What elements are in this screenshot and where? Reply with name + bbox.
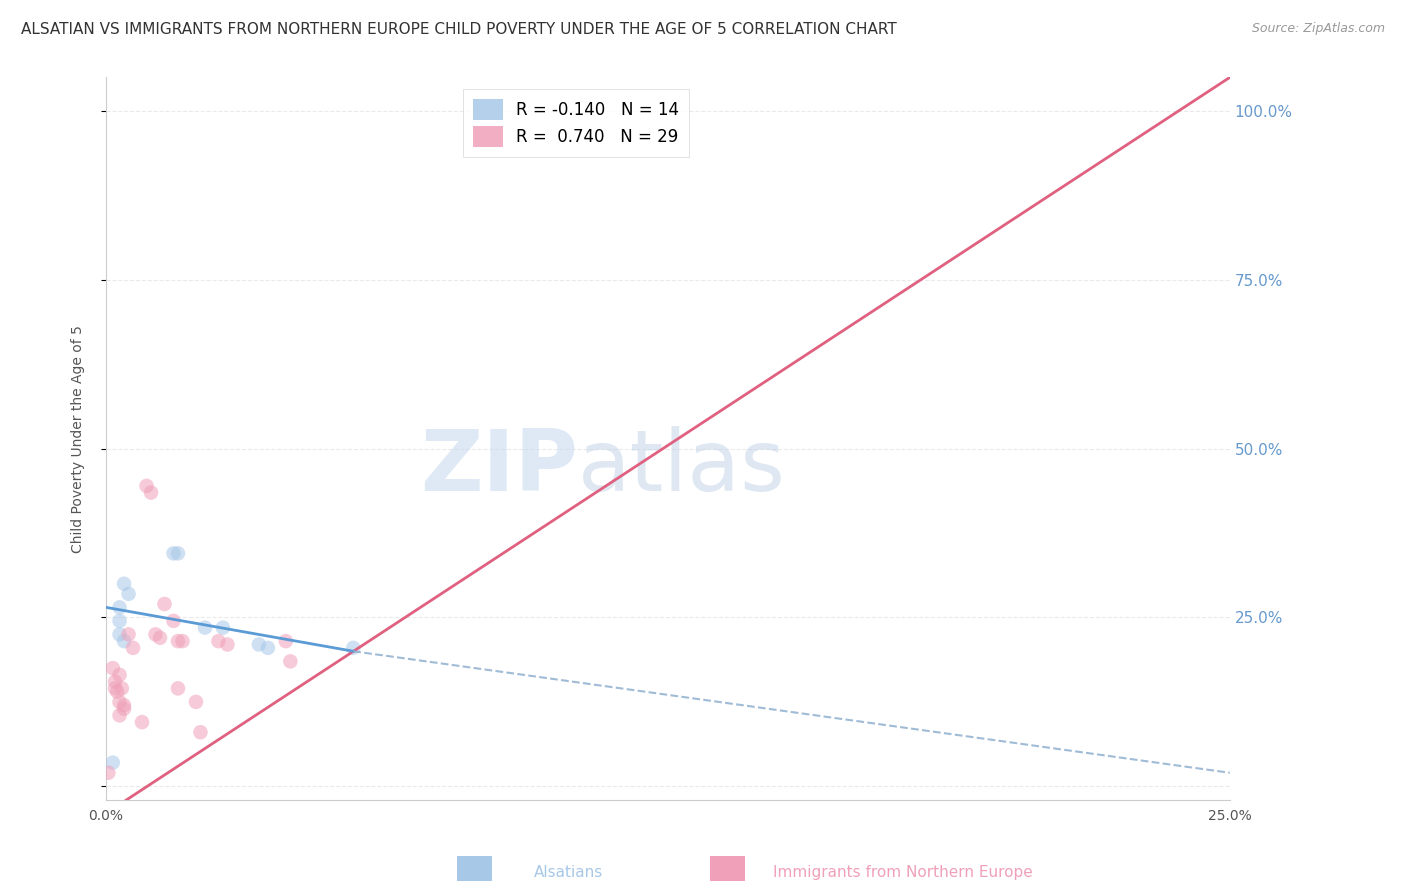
Text: Alsatians: Alsatians: [534, 865, 603, 880]
Point: [190, 725, 212, 739]
Point: [184, 695, 207, 709]
Text: Immigrants from Northern Europe: Immigrants from Northern Europe: [773, 865, 1033, 880]
Point: [167, 634, 190, 648]
Point: [194, 621, 217, 635]
Point: [280, 654, 302, 668]
Point: [167, 681, 190, 696]
Point: [108, 695, 131, 709]
Point: [112, 634, 135, 648]
Point: [139, 485, 162, 500]
Point: [112, 701, 135, 715]
Text: ALSATIAN VS IMMIGRANTS FROM NORTHERN EUROPE CHILD POVERTY UNDER THE AGE OF 5 COR: ALSATIAN VS IMMIGRANTS FROM NORTHERN EUR…: [21, 22, 897, 37]
Text: Source: ZipAtlas.com: Source: ZipAtlas.com: [1251, 22, 1385, 36]
Point: [342, 640, 364, 655]
Text: atlas: atlas: [578, 426, 786, 509]
Y-axis label: Child Poverty Under the Age of 5: Child Poverty Under the Age of 5: [72, 325, 86, 552]
Point: [162, 614, 184, 628]
Point: [153, 597, 176, 611]
Point: [117, 587, 139, 601]
Point: [108, 668, 131, 682]
Point: [97, 765, 120, 780]
Point: [104, 681, 127, 696]
Point: [162, 546, 184, 560]
Point: [112, 576, 135, 591]
Point: [108, 600, 131, 615]
Point: [111, 681, 134, 696]
Point: [207, 634, 229, 648]
Point: [105, 685, 128, 699]
Point: [167, 546, 190, 560]
Point: [101, 756, 124, 770]
Point: [108, 627, 131, 641]
Point: [212, 621, 235, 635]
Point: [104, 674, 127, 689]
Legend: R = -0.140   N = 14, R =  0.740   N = 29: R = -0.140 N = 14, R = 0.740 N = 29: [463, 89, 689, 157]
Point: [117, 627, 139, 641]
Point: [101, 661, 124, 675]
Point: [274, 634, 297, 648]
Point: [112, 698, 135, 713]
Text: ZIP: ZIP: [420, 426, 578, 509]
Point: [131, 715, 153, 730]
Point: [135, 479, 157, 493]
Point: [108, 708, 131, 723]
Point: [145, 627, 167, 641]
Point: [257, 640, 280, 655]
Point: [108, 614, 131, 628]
Point: [149, 631, 172, 645]
Point: [247, 638, 270, 652]
Point: [217, 638, 239, 652]
Point: [172, 634, 194, 648]
Point: [122, 640, 145, 655]
